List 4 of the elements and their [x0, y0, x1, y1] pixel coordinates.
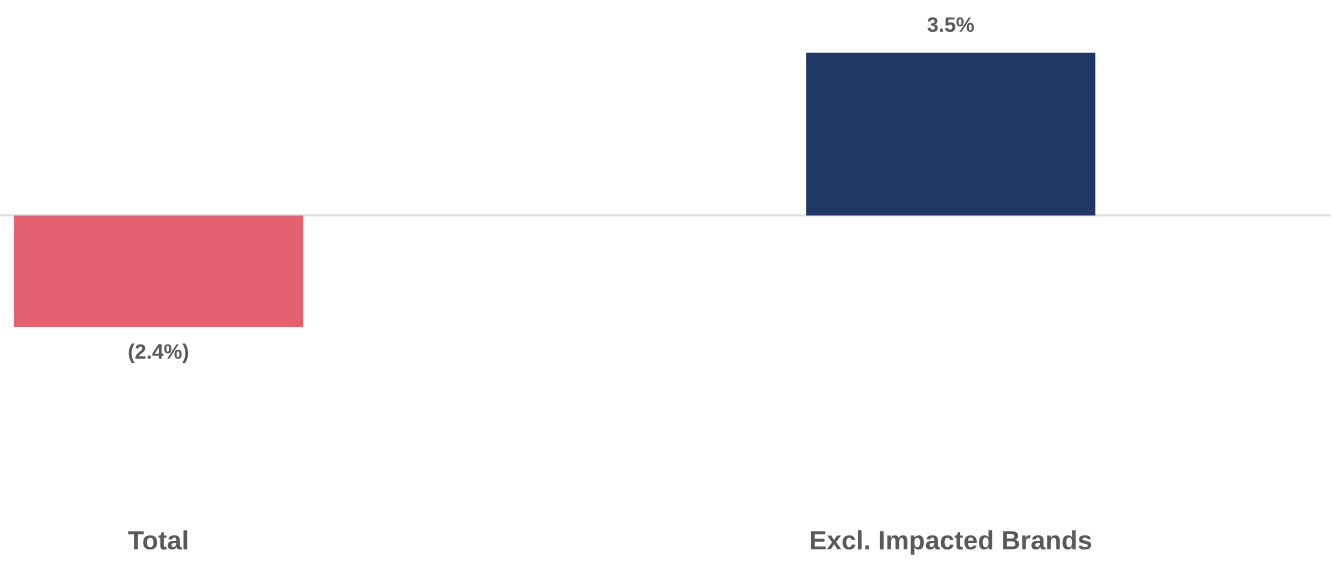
x-tick-label: Excl. Impacted Brands — [810, 530, 1092, 555]
data-label: 3.5% — [927, 17, 974, 33]
data-label: (2.4%) — [128, 343, 189, 363]
x-tick-label: Total — [128, 530, 188, 550]
